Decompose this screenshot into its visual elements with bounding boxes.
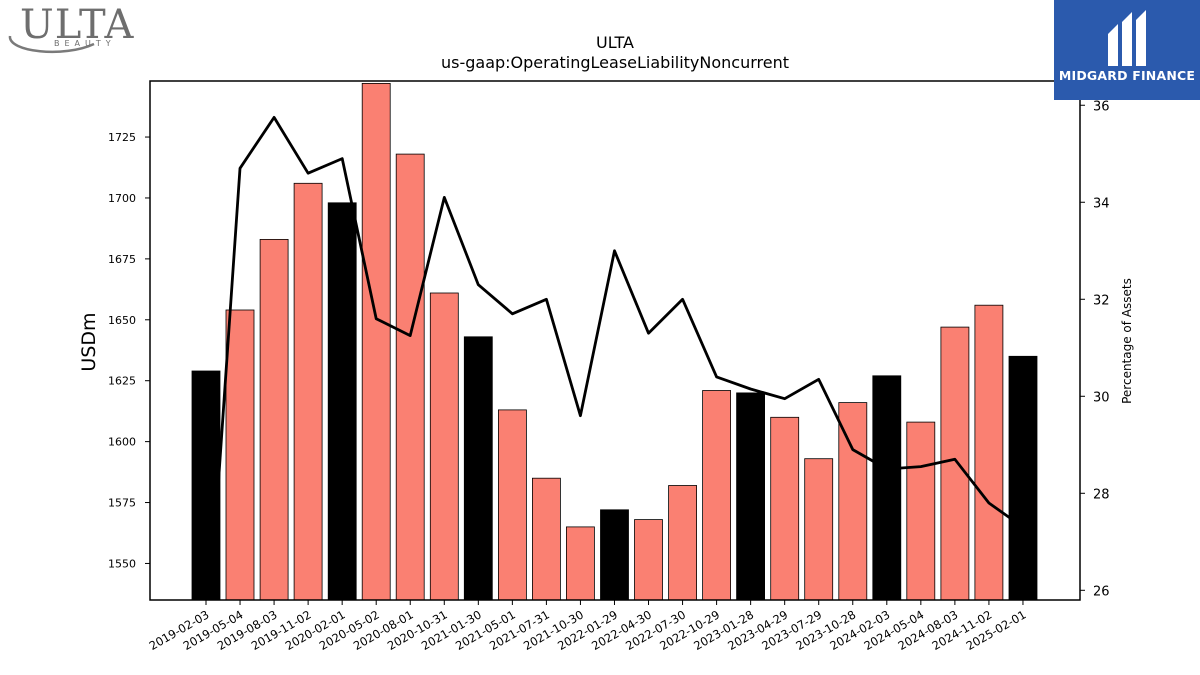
y2-tick-label: 36 — [1093, 99, 1110, 114]
y-axis-label: USDm — [78, 312, 100, 371]
y-axis-right: 26 28 30 32 34 36 — [1080, 99, 1110, 599]
pct-line-series — [208, 116, 1024, 600]
pct-of-assets-line — [208, 116, 1024, 600]
bar-2024-02-03 — [872, 375, 902, 601]
y-tick-label: 1725 — [108, 131, 136, 144]
bar-2020-05-02 — [361, 83, 391, 601]
bar-2024-05-04 — [906, 421, 936, 601]
bar-2021-05-01 — [497, 409, 527, 601]
bar-2019-05-04 — [225, 309, 255, 601]
bar-2021-10-30 — [566, 526, 595, 601]
y2-axis-label: Percentage of Assets — [1120, 278, 1134, 404]
bar-2023-07-29 — [804, 458, 834, 601]
bar-2023-04-29 — [770, 416, 800, 601]
bar-2022-07-30 — [668, 485, 697, 601]
bar-2019-11-02 — [293, 182, 323, 601]
y-axis-left: 1550 1575 1600 1625 1650 1675 1700 1725 — [108, 131, 150, 570]
bar-2021-07-31 — [532, 477, 561, 601]
y-tick-label: 1675 — [108, 253, 136, 266]
x-axis: 2019-02-032019-05-042019-08-032019-11-02… — [147, 600, 1028, 653]
midgard-logo-text: MIDGARD FINANCE — [1058, 68, 1196, 83]
y2-tick-label: 28 — [1093, 487, 1110, 502]
bar-2021-01-30 — [463, 336, 493, 601]
bar-2025-02-01 — [1008, 355, 1038, 601]
bar-2020-08-01 — [395, 153, 425, 601]
y-tick-label: 1625 — [108, 375, 136, 388]
y-tick-label: 1550 — [108, 557, 136, 570]
ulta-logo: ULTA BEAUTY — [4, 2, 134, 58]
y-tick-label: 1600 — [108, 436, 136, 449]
y2-tick-label: 34 — [1093, 196, 1110, 211]
chart-subtitle: us-gaap:OperatingLeaseLiabilityNoncurren… — [441, 53, 789, 72]
y-tick-label: 1575 — [108, 497, 136, 510]
ulta-logo-wordmark: ULTA — [20, 2, 134, 48]
y-tick-label: 1650 — [108, 314, 136, 327]
bar-2024-11-02 — [974, 304, 1004, 601]
ulta-logo-tagline: BEAUTY — [54, 39, 116, 48]
y2-tick-label: 30 — [1093, 390, 1110, 405]
midgard-finance-logo: MIDGARD FINANCE — [1054, 0, 1200, 100]
plot-frame — [149, 80, 1081, 601]
bar-2019-02-03 — [191, 370, 221, 601]
bar-2024-08-03 — [940, 326, 970, 601]
bar-2023-10-28 — [838, 402, 868, 601]
midgard-mark-icon — [1108, 10, 1146, 66]
chart-title: ULTA — [596, 33, 634, 52]
bar-2019-08-03 — [259, 238, 289, 601]
bar-2023-01-28 — [736, 392, 765, 601]
y2-tick-label: 32 — [1093, 293, 1110, 308]
bar-2022-10-29 — [702, 390, 731, 601]
bar-2022-01-29 — [600, 509, 629, 601]
bar-series — [191, 83, 1038, 601]
bar-2022-04-30 — [634, 519, 663, 601]
bar-2020-10-31 — [429, 292, 459, 601]
bar-2020-02-01 — [327, 202, 357, 601]
y2-tick-label: 26 — [1093, 584, 1110, 599]
y-tick-label: 1700 — [108, 192, 136, 205]
